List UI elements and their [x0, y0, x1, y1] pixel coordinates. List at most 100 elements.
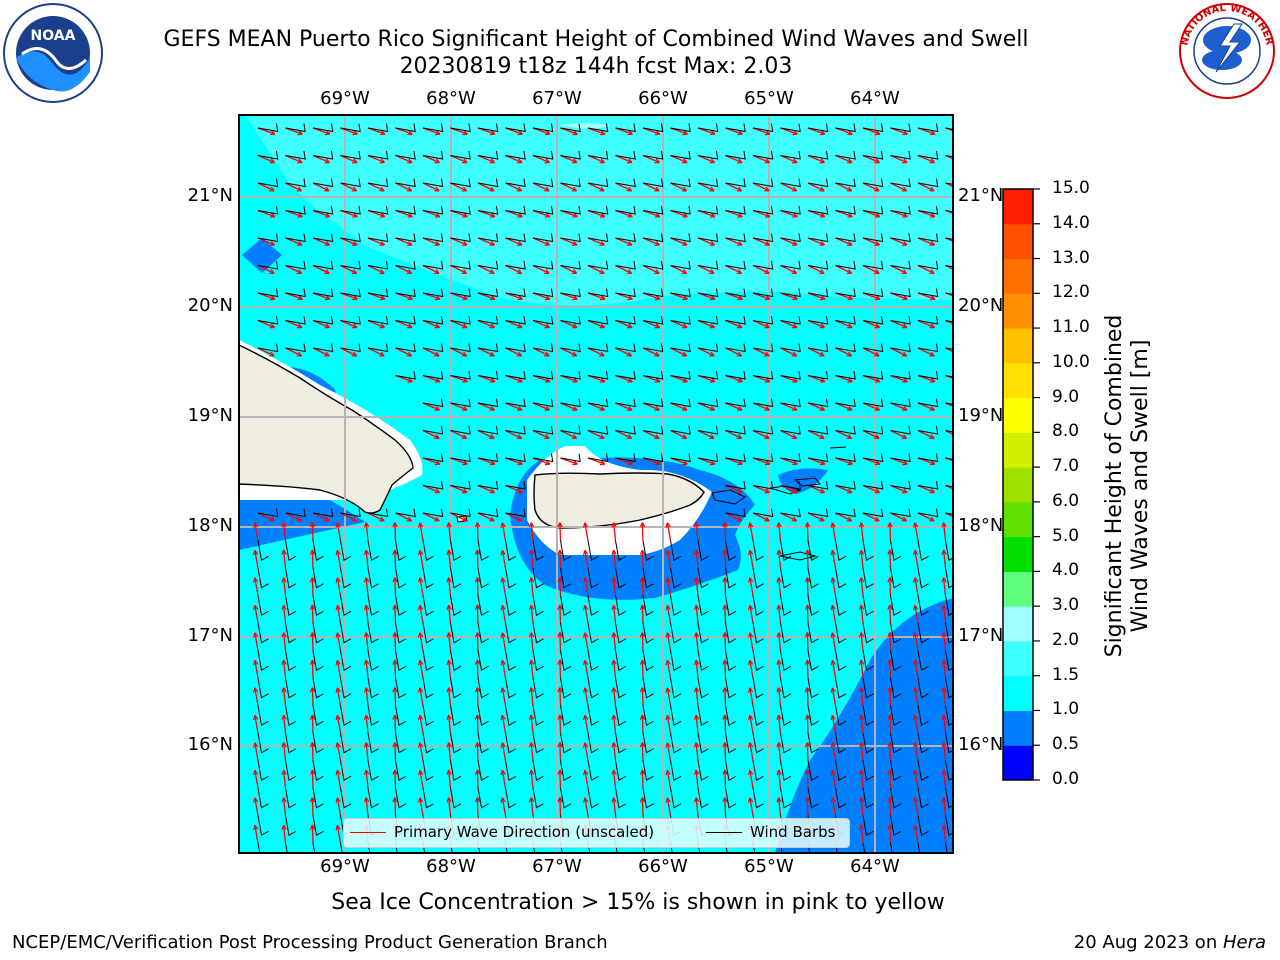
wave-direction-arrow [285, 154, 303, 164]
wind-barb [780, 398, 801, 408]
wave-direction-arrow [532, 402, 550, 411]
wave-arrow-head [572, 240, 578, 246]
wind-barb [917, 480, 939, 490]
wind-barb [340, 205, 361, 215]
wind-barb [670, 260, 691, 270]
wave-direction-arrow [666, 577, 672, 596]
wave-direction-arrow [254, 715, 259, 734]
wave-direction-arrow [612, 605, 617, 624]
wave-direction-arrow [311, 659, 314, 679]
wave-arrow-head [351, 186, 358, 192]
wave-direction-arrow [697, 402, 715, 411]
wind-barb [615, 453, 636, 463]
wave-direction-arrow [311, 797, 314, 816]
wind-barb [560, 677, 572, 699]
wave-arrow-head [392, 549, 398, 555]
wind-barb [532, 425, 554, 435]
wind-barb [560, 425, 581, 435]
wave-direction-arrow [749, 550, 754, 569]
wave-arrow-head [847, 130, 853, 136]
wave-arrow-head [474, 714, 481, 720]
wave-arrow-head [792, 323, 798, 329]
wave-direction-arrow [780, 237, 798, 246]
wave-arrow-head [335, 714, 341, 721]
wave-direction-arrow [612, 715, 617, 734]
wave-arrow-head [572, 212, 578, 218]
wave-arrow-head [722, 549, 728, 555]
wave-direction-arrow [642, 237, 660, 246]
wind-barb [890, 787, 902, 809]
wind-barb [587, 233, 609, 243]
wave-arrow-head [747, 769, 754, 776]
wind-barb [725, 732, 737, 754]
colorbar-tick-label: 4.0 [1052, 560, 1080, 581]
wave-arrow-head [446, 714, 452, 721]
wave-direction-arrow [615, 209, 633, 218]
wave-arrow-head [611, 577, 617, 583]
wind-barb [615, 595, 627, 616]
wave-arrow-head [819, 323, 826, 329]
wave-arrow-head [434, 269, 440, 274]
wave-direction-arrow [806, 687, 809, 706]
wave-arrow-head [281, 797, 287, 803]
wave-direction-arrow [612, 577, 617, 596]
wind-barb [587, 650, 599, 671]
wave-direction-arrow [835, 429, 852, 439]
wave-arrow-head [912, 687, 919, 693]
wind-barb [807, 540, 819, 561]
wind-barb [395, 567, 407, 589]
wave-direction-arrow [725, 512, 742, 522]
wave-arrow-head [474, 577, 481, 583]
wind-barb [587, 595, 599, 616]
wind-barb [917, 508, 939, 518]
wave-arrow-head [764, 186, 770, 192]
wave-direction-arrow [780, 209, 798, 218]
wave-arrow-head [252, 632, 259, 638]
wave-arrow-head [665, 522, 671, 528]
wave-direction-arrow [365, 632, 369, 651]
wave-arrow-head [654, 130, 661, 136]
wind-barb [312, 288, 334, 298]
wave-direction-arrow [419, 522, 424, 541]
wave-arrow-head [737, 405, 743, 411]
wind-barb [917, 787, 929, 809]
wind-barb [505, 732, 517, 754]
wind-barb [917, 677, 929, 699]
wave-arrow-head [941, 549, 947, 556]
wind-barb [477, 398, 499, 408]
wave-direction-arrow [559, 577, 562, 596]
wave-arrow-head [654, 158, 661, 164]
wave-direction-arrow [806, 604, 809, 624]
wind-barb [752, 842, 756, 853]
wave-direction-arrow [945, 457, 953, 462]
wave-arrow-head [665, 549, 671, 556]
wind-barb [752, 480, 774, 490]
wave-arrow-head [309, 687, 316, 693]
wave-arrow-head [582, 632, 589, 638]
wind-barb [890, 508, 911, 518]
wave-direction-arrow [642, 319, 660, 329]
wave-arrow-head [722, 659, 728, 665]
wave-direction-arrow [282, 742, 287, 761]
wind-barb [890, 842, 893, 853]
wind-barb [862, 260, 884, 270]
wave-direction-arrow [501, 797, 507, 816]
wave-arrow-head [572, 295, 578, 301]
wave-arrow-head [791, 269, 798, 274]
wave-direction-arrow [670, 374, 688, 383]
wind-barb [505, 760, 517, 781]
wave-arrow-head [665, 742, 671, 748]
wave-arrow-head [363, 659, 370, 666]
colorbar-segment [1003, 223, 1033, 260]
wave-direction-arrow [394, 714, 397, 734]
wind-barb [615, 205, 636, 215]
wave-arrow-head [500, 797, 506, 803]
wave-direction-arrow [476, 769, 479, 789]
wind-barb [422, 398, 444, 408]
wave-arrow-head [709, 377, 716, 383]
wave-direction-arrow [724, 604, 727, 624]
legend-barb-label: Wind Barbs [750, 823, 836, 841]
wind-barb [642, 315, 664, 325]
wave-direction-arrow [336, 632, 342, 651]
wave-direction-arrow [917, 402, 935, 411]
